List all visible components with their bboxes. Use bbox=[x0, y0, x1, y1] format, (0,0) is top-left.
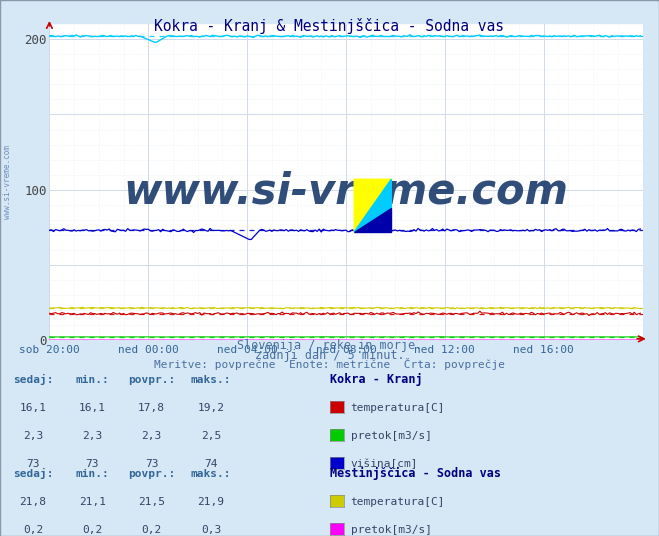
Text: min.:: min.: bbox=[75, 375, 109, 385]
Text: www.si-vreme.com: www.si-vreme.com bbox=[123, 171, 569, 213]
Text: maks.:: maks.: bbox=[190, 469, 231, 479]
Text: sedaj:: sedaj: bbox=[13, 468, 53, 479]
Text: sedaj:: sedaj: bbox=[13, 374, 53, 385]
Text: 0,2: 0,2 bbox=[23, 525, 43, 535]
Polygon shape bbox=[355, 208, 391, 232]
Text: www.si-vreme.com: www.si-vreme.com bbox=[3, 145, 13, 219]
Text: pretok[m3/s]: pretok[m3/s] bbox=[351, 431, 432, 441]
Text: Kokra - Kranj & Mestinjščica - Sodna vas: Kokra - Kranj & Mestinjščica - Sodna vas bbox=[154, 18, 505, 34]
Text: 17,8: 17,8 bbox=[138, 403, 165, 413]
Text: 73: 73 bbox=[86, 459, 99, 469]
Text: Slovenija / reke in morje.: Slovenija / reke in morje. bbox=[237, 339, 422, 353]
Text: povpr.:: povpr.: bbox=[128, 375, 175, 385]
Text: 0,2: 0,2 bbox=[82, 525, 102, 535]
Text: 2,3: 2,3 bbox=[142, 431, 161, 441]
Text: min.:: min.: bbox=[75, 469, 109, 479]
Text: 21,1: 21,1 bbox=[79, 497, 105, 507]
Text: 2,3: 2,3 bbox=[82, 431, 102, 441]
Text: 2,5: 2,5 bbox=[201, 431, 221, 441]
Text: Meritve: povprečne  Enote: metrične  Črta: povprečje: Meritve: povprečne Enote: metrične Črta:… bbox=[154, 358, 505, 370]
Text: pretok[m3/s]: pretok[m3/s] bbox=[351, 525, 432, 535]
Text: 2,3: 2,3 bbox=[23, 431, 43, 441]
Text: 0,3: 0,3 bbox=[201, 525, 221, 535]
Polygon shape bbox=[355, 179, 391, 232]
Text: Mestinjščica - Sodna vas: Mestinjščica - Sodna vas bbox=[330, 467, 500, 480]
Text: temperatura[C]: temperatura[C] bbox=[351, 497, 445, 507]
Polygon shape bbox=[355, 179, 391, 232]
Text: maks.:: maks.: bbox=[190, 375, 231, 385]
Text: 16,1: 16,1 bbox=[20, 403, 46, 413]
Text: povpr.:: povpr.: bbox=[128, 469, 175, 479]
Text: 19,2: 19,2 bbox=[198, 403, 224, 413]
Text: 73: 73 bbox=[26, 459, 40, 469]
Text: 16,1: 16,1 bbox=[79, 403, 105, 413]
Text: 21,5: 21,5 bbox=[138, 497, 165, 507]
Text: zadnji dan / 5 minut.: zadnji dan / 5 minut. bbox=[254, 349, 405, 362]
Text: Kokra - Kranj: Kokra - Kranj bbox=[330, 373, 422, 386]
Text: višina[cm]: višina[cm] bbox=[351, 458, 418, 469]
Text: 21,9: 21,9 bbox=[198, 497, 224, 507]
Text: 74: 74 bbox=[204, 459, 217, 469]
Text: 0,2: 0,2 bbox=[142, 525, 161, 535]
Text: 73: 73 bbox=[145, 459, 158, 469]
Text: 21,8: 21,8 bbox=[20, 497, 46, 507]
Text: temperatura[C]: temperatura[C] bbox=[351, 403, 445, 413]
